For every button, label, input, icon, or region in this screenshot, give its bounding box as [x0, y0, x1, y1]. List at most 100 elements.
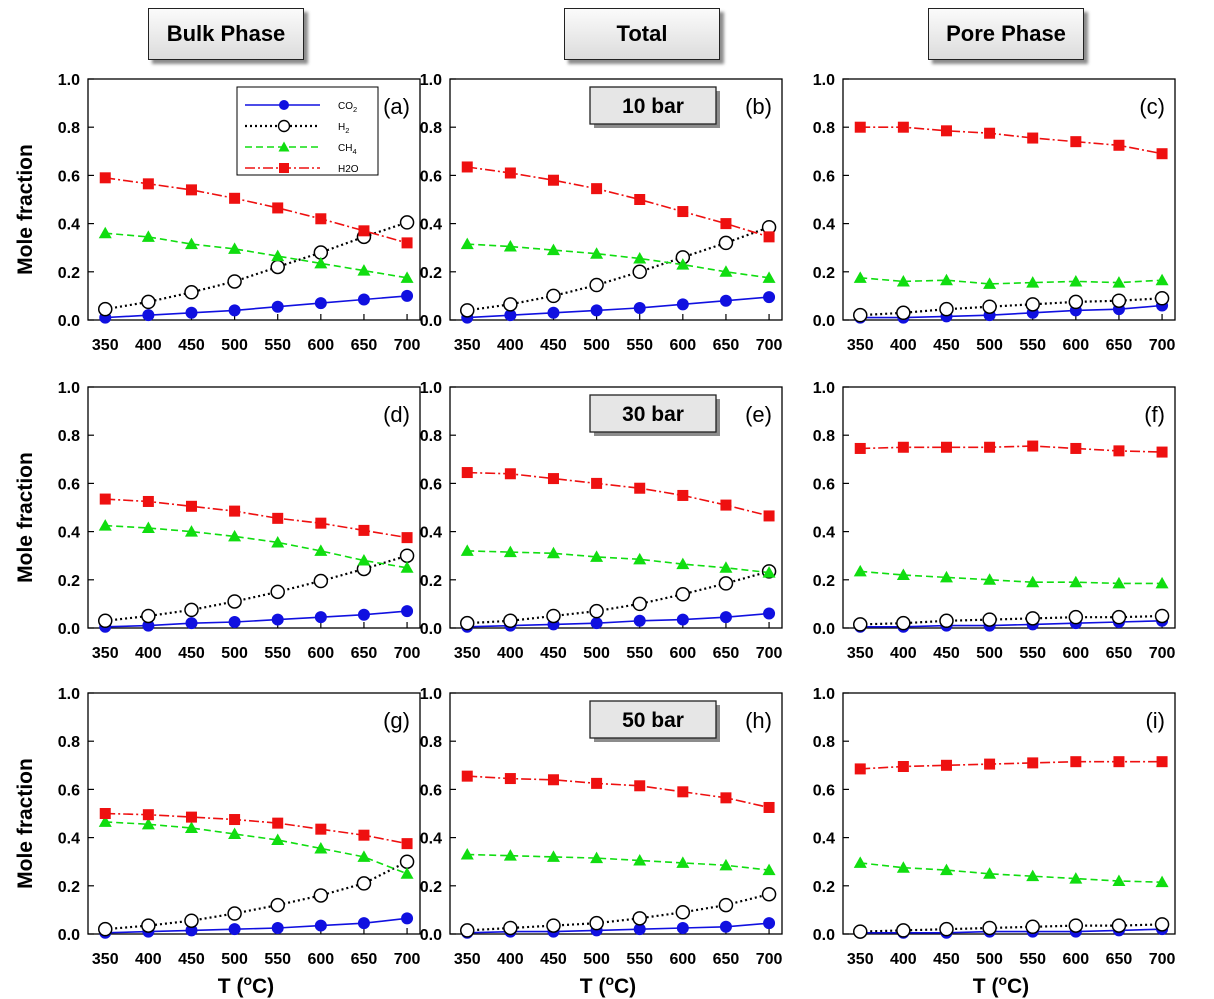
x-tick-label: 650	[351, 951, 378, 968]
data-point-h2o	[142, 809, 154, 821]
data-point-h2o	[185, 184, 197, 196]
y-tick-label: 0.6	[58, 476, 80, 493]
data-point-h2o	[940, 125, 952, 137]
data-point-h2o	[185, 811, 197, 823]
data-point-h2	[141, 608, 156, 624]
data-point-ch4	[141, 817, 155, 830]
plot-frame	[87, 692, 421, 935]
pressure-label: 50 bar	[622, 709, 684, 732]
panel-e: 0.0 0.2 0.4 0.6 0.8 1.0 350 400 450 500 550 600 650 7…	[420, 380, 783, 662]
series-line-h2o	[860, 126, 1163, 155]
x-tick-label: 600	[307, 645, 334, 662]
data-point-ch4	[1155, 875, 1169, 888]
degree-symbol: o	[605, 972, 614, 988]
x-tick-label: 600	[307, 337, 334, 354]
data-point-ch4	[590, 247, 604, 259]
data-point-h2o	[401, 532, 413, 544]
x-tick-label: 700	[756, 951, 783, 968]
x-tick-label: 500	[221, 645, 248, 662]
data-point-h2o	[634, 194, 646, 205]
data-point-h2	[852, 924, 868, 939]
data-point-co2	[142, 309, 155, 322]
data-point-h2	[852, 617, 868, 632]
x-tick-label: 450	[540, 645, 567, 662]
x-tick-label: 400	[135, 337, 162, 354]
x-tick-label: 550	[264, 645, 291, 662]
data-point-co2	[357, 608, 370, 621]
plot-frame	[449, 692, 783, 935]
x-tick-label: 600	[1062, 951, 1089, 968]
data-point-h2o	[272, 512, 284, 524]
data-point-h2	[270, 259, 285, 275]
y-tick-label: 0.0	[420, 927, 442, 944]
data-point-ch4	[1069, 872, 1083, 884]
series-h2o	[99, 172, 413, 249]
y-tick-label: 0.4	[420, 831, 442, 848]
legend-box	[236, 86, 379, 176]
series-ch4	[853, 564, 1169, 589]
data-point-h2o	[720, 499, 732, 511]
series-co2	[461, 291, 776, 324]
data-point-h2	[184, 602, 199, 618]
x-tick-label: 650	[351, 337, 378, 354]
data-point-co2	[271, 613, 284, 626]
data-point-ch4	[228, 529, 242, 542]
data-point-ch4	[314, 256, 328, 269]
data-point-ch4	[98, 226, 112, 239]
data-point-h2	[1068, 918, 1084, 933]
data-point-ch4	[184, 237, 198, 250]
data-point-h2	[141, 294, 156, 310]
data-point-ch4	[228, 242, 242, 254]
data-point-h2	[313, 573, 329, 589]
series-line-co2	[467, 922, 770, 934]
data-point-co2	[547, 306, 560, 319]
y-tick-label: 1.0	[58, 72, 80, 89]
x-tick-label: 550	[626, 645, 653, 662]
series-ch4	[98, 815, 414, 879]
data-point-co2	[401, 605, 414, 618]
data-point-co2	[185, 617, 198, 630]
data-point-ch4	[676, 258, 690, 270]
data-point-co2	[590, 617, 603, 630]
y-tick-label: 0.0	[813, 927, 835, 944]
y-tick-label: 0.8	[813, 120, 835, 137]
data-point-ch4	[1026, 575, 1040, 588]
data-point-h2	[896, 615, 911, 631]
series-line-h2o	[860, 760, 1163, 770]
series-line-co2	[467, 612, 770, 628]
x-tick-label: 350	[847, 337, 874, 354]
x-tick-label: 450	[933, 951, 960, 968]
x-tick-label: 400	[135, 951, 162, 968]
x-tick-label: 400	[135, 645, 162, 662]
x-tick-label: 500	[583, 645, 610, 662]
legend-marker-h2	[277, 119, 291, 133]
x-tick-label: 350	[847, 951, 874, 968]
data-point-h2o	[591, 777, 603, 789]
data-point-h2o	[720, 218, 732, 230]
data-point-ch4	[1026, 869, 1040, 882]
series-line-h2o	[467, 471, 770, 517]
data-point-h2o	[504, 468, 516, 480]
y-tick-label: 0.2	[420, 879, 442, 896]
pressure-label-box: 30 bar	[589, 394, 720, 436]
series-line-co2	[467, 296, 770, 319]
data-point-ch4	[228, 827, 242, 839]
pressure-label-background	[589, 700, 717, 739]
data-point-h2	[184, 285, 199, 300]
data-point-h2	[896, 305, 911, 321]
y-tick-label: 0.8	[58, 734, 80, 751]
data-point-ch4	[762, 566, 776, 578]
data-point-ch4	[1112, 576, 1126, 589]
data-point-ch4	[271, 535, 285, 548]
series-line-co2	[860, 304, 1163, 319]
x-tick-label: 500	[976, 951, 1003, 968]
data-point-h2o	[1156, 148, 1168, 160]
data-point-ch4	[590, 550, 604, 562]
data-point-h2	[503, 297, 518, 312]
series-h2	[852, 291, 1170, 323]
data-point-h2	[1111, 293, 1127, 308]
panel-label: (d)	[383, 402, 410, 427]
data-point-h2o	[1027, 757, 1039, 769]
data-point-ch4	[271, 249, 285, 262]
data-point-co2	[676, 298, 689, 311]
